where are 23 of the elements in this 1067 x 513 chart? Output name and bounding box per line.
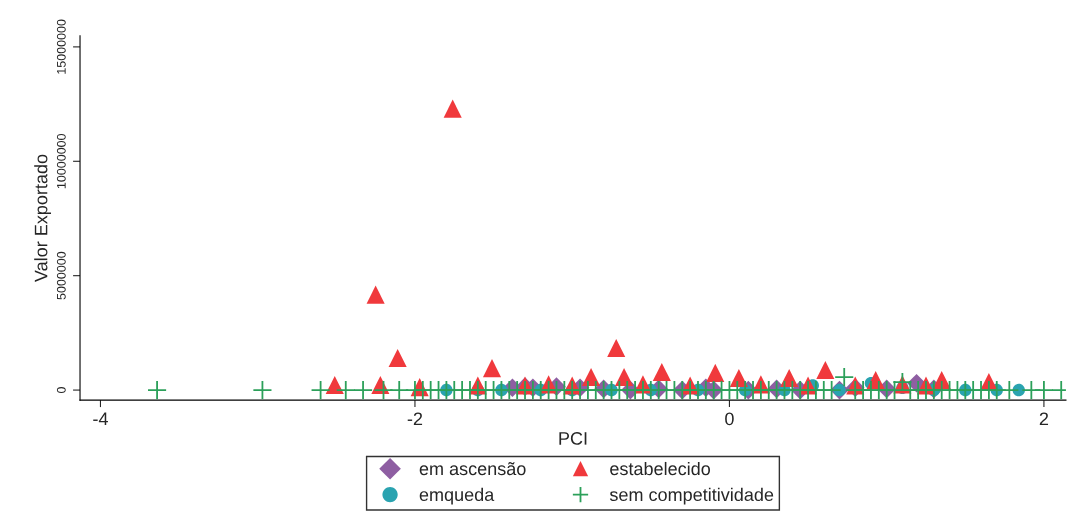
point	[607, 338, 626, 358]
x-tick-label: -4	[93, 412, 108, 426]
point	[366, 285, 385, 304]
point	[388, 348, 407, 368]
point	[482, 359, 502, 378]
x-tick-label: -2	[407, 412, 423, 426]
legend-label: em ascensão	[419, 462, 526, 476]
legend-label: emqueda	[419, 487, 495, 505]
point	[816, 360, 835, 379]
y-tick-label: 15000000	[56, 19, 66, 74]
point	[443, 99, 462, 118]
x-tick-label: 2	[1039, 412, 1049, 426]
y-tick-label: 0	[56, 387, 66, 394]
legend-label: estabelecido	[610, 461, 711, 476]
x-tick-label: 0	[725, 412, 734, 426]
x-axis-title: PCI	[559, 432, 587, 445]
y-tick-label: 5000000	[56, 251, 66, 300]
point	[706, 363, 725, 382]
point	[652, 362, 671, 382]
y-axis-title: Valor Exportado	[34, 154, 52, 283]
point	[325, 375, 344, 395]
y-tick-label: 10000000	[56, 133, 66, 189]
legend-label: sem competitividade	[609, 487, 774, 505]
